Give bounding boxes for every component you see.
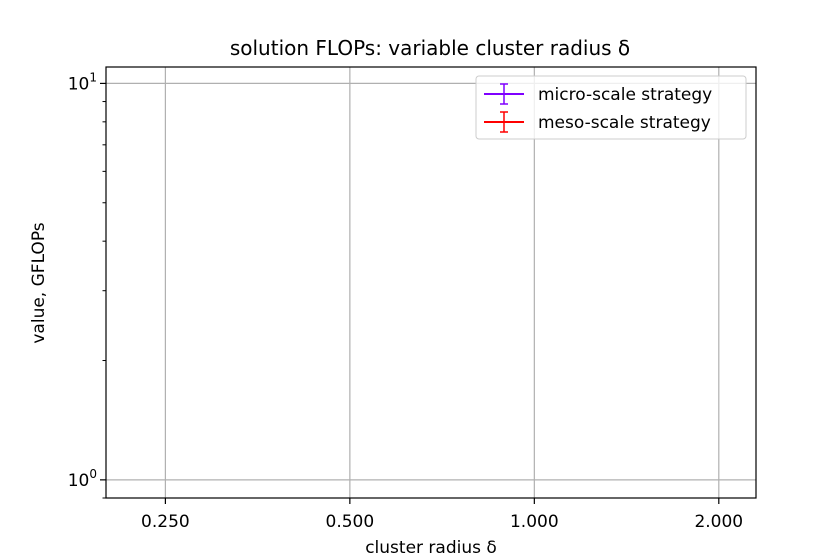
- x-tick-label-3: 2.000: [694, 512, 743, 532]
- x-tick-label-0: 0.250: [141, 512, 190, 532]
- x-axis-label: cluster radius δ: [365, 538, 497, 558]
- legend-box: [475, 75, 747, 140]
- chart-title: solution FLOPs: variable cluster radius …: [230, 36, 630, 60]
- plot-frame: [105, 66, 757, 499]
- legend: micro-scale strategy meso-scale strategy: [475, 75, 747, 140]
- legend-label-meso: meso-scale strategy: [538, 113, 711, 133]
- x-tick-label-1: 0.500: [326, 512, 375, 532]
- x-tick-label-2: 1.000: [510, 512, 559, 532]
- legend-entry-meso: meso-scale strategy: [484, 111, 711, 133]
- y-tick-exponent-1: 1: [89, 70, 97, 84]
- y-tick-exponent-0: 0: [89, 467, 97, 481]
- y-axis-label: value, GFLOPs: [29, 222, 49, 343]
- legend-label-micro: micro-scale strategy: [538, 85, 712, 105]
- x-axis-ticks: 0.250 0.500 1.000 2.000: [141, 498, 743, 532]
- legend-entry-micro: micro-scale strategy: [484, 83, 712, 105]
